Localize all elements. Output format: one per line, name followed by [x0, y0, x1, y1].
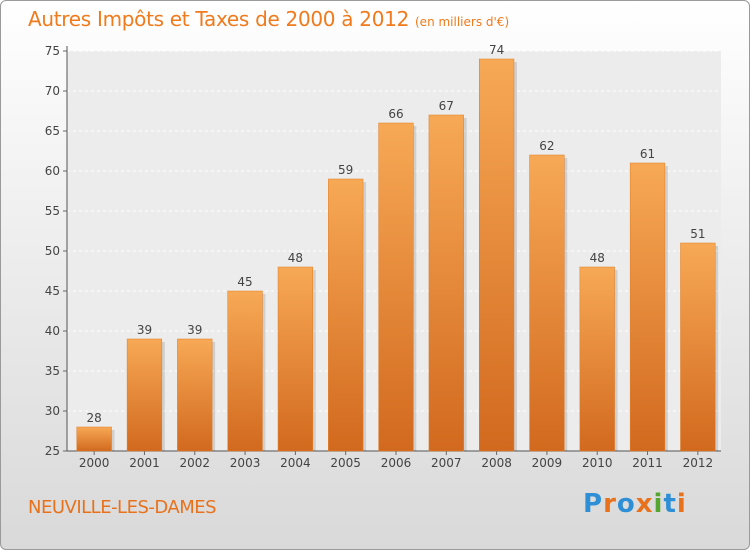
- bar: [328, 178, 364, 452]
- y-tick-label: 30: [45, 404, 60, 418]
- logo-letter: i: [653, 489, 664, 519]
- x-tick-label: 2001: [129, 456, 160, 470]
- bars: [76, 58, 719, 452]
- x-tick-label: 2000: [79, 456, 110, 470]
- value-label: 28: [87, 411, 102, 425]
- value-label: 45: [237, 275, 252, 289]
- bar: [177, 338, 213, 452]
- bar: [126, 338, 163, 452]
- bar: [277, 266, 313, 452]
- bar: [76, 426, 112, 452]
- y-tick-label: 60: [45, 164, 60, 178]
- data-labels: 28 39 39 45 48 59 66 67 74 62 48 61 51: [87, 43, 706, 425]
- y-tick-label: 50: [45, 244, 60, 258]
- bar: [227, 290, 263, 452]
- x-tick-label: 2008: [481, 456, 512, 470]
- y-tick-label: 55: [45, 204, 60, 218]
- x-tick-label: 2006: [381, 456, 412, 470]
- axes: 25 30 35 40 45 50 55 60 65 70 75 2000 2001 2002 2003 20…: [45, 44, 721, 470]
- value-label: 51: [690, 227, 705, 241]
- bar: [629, 162, 666, 452]
- logo-letter: P: [583, 489, 604, 519]
- value-label: 39: [137, 323, 152, 337]
- y-tick-label: 70: [45, 84, 60, 98]
- x-tick-label: 2002: [179, 456, 210, 470]
- y-tick-label: 35: [45, 364, 60, 378]
- logo-letter: i: [676, 489, 687, 519]
- x-tick-label: 2011: [632, 456, 663, 470]
- logo-letter: r: [603, 489, 617, 519]
- value-label: 48: [590, 251, 605, 265]
- x-tick-label: 2005: [330, 456, 361, 470]
- x-tick-label: 2009: [532, 456, 563, 470]
- chart-unit: (en milliers d'€): [415, 15, 510, 29]
- value-label: 39: [187, 323, 202, 337]
- y-tick-label: 40: [45, 324, 60, 338]
- bar: [680, 242, 716, 452]
- proxiti-logo[interactable]: Proxiti: [583, 489, 687, 519]
- location-name: NEUVILLE-LES-DAMES: [28, 497, 217, 518]
- value-label: 62: [539, 139, 554, 153]
- value-label: 48: [288, 251, 303, 265]
- logo-letter: o: [616, 489, 636, 519]
- x-tick-label: 2007: [431, 456, 462, 470]
- bar: [579, 266, 615, 452]
- bar: [378, 122, 414, 452]
- x-tick-label: 2010: [582, 456, 613, 470]
- chart-title-text: Autres Impôts et Taxes de 2000 à 2012: [28, 7, 409, 31]
- y-tick-label: 65: [45, 124, 60, 138]
- bar: [479, 58, 515, 452]
- logo-letter: x: [635, 489, 654, 519]
- chart-title: Autres Impôts et Taxes de 2000 à 2012 (en…: [28, 7, 509, 31]
- bar: [428, 114, 464, 452]
- value-label: 67: [439, 99, 454, 113]
- y-tick-label: 45: [45, 284, 60, 298]
- bar: [529, 154, 565, 452]
- x-tick-label: 2012: [683, 456, 714, 470]
- x-tick-label: 2003: [230, 456, 261, 470]
- x-tick-label: 2004: [280, 456, 311, 470]
- logo-letter: t: [663, 489, 677, 519]
- value-label: 59: [338, 163, 353, 177]
- value-label: 74: [489, 43, 504, 57]
- y-tick-label: 75: [45, 44, 60, 58]
- value-label: 66: [388, 107, 403, 121]
- value-label: 61: [640, 147, 655, 161]
- y-tick-label: 25: [45, 444, 60, 458]
